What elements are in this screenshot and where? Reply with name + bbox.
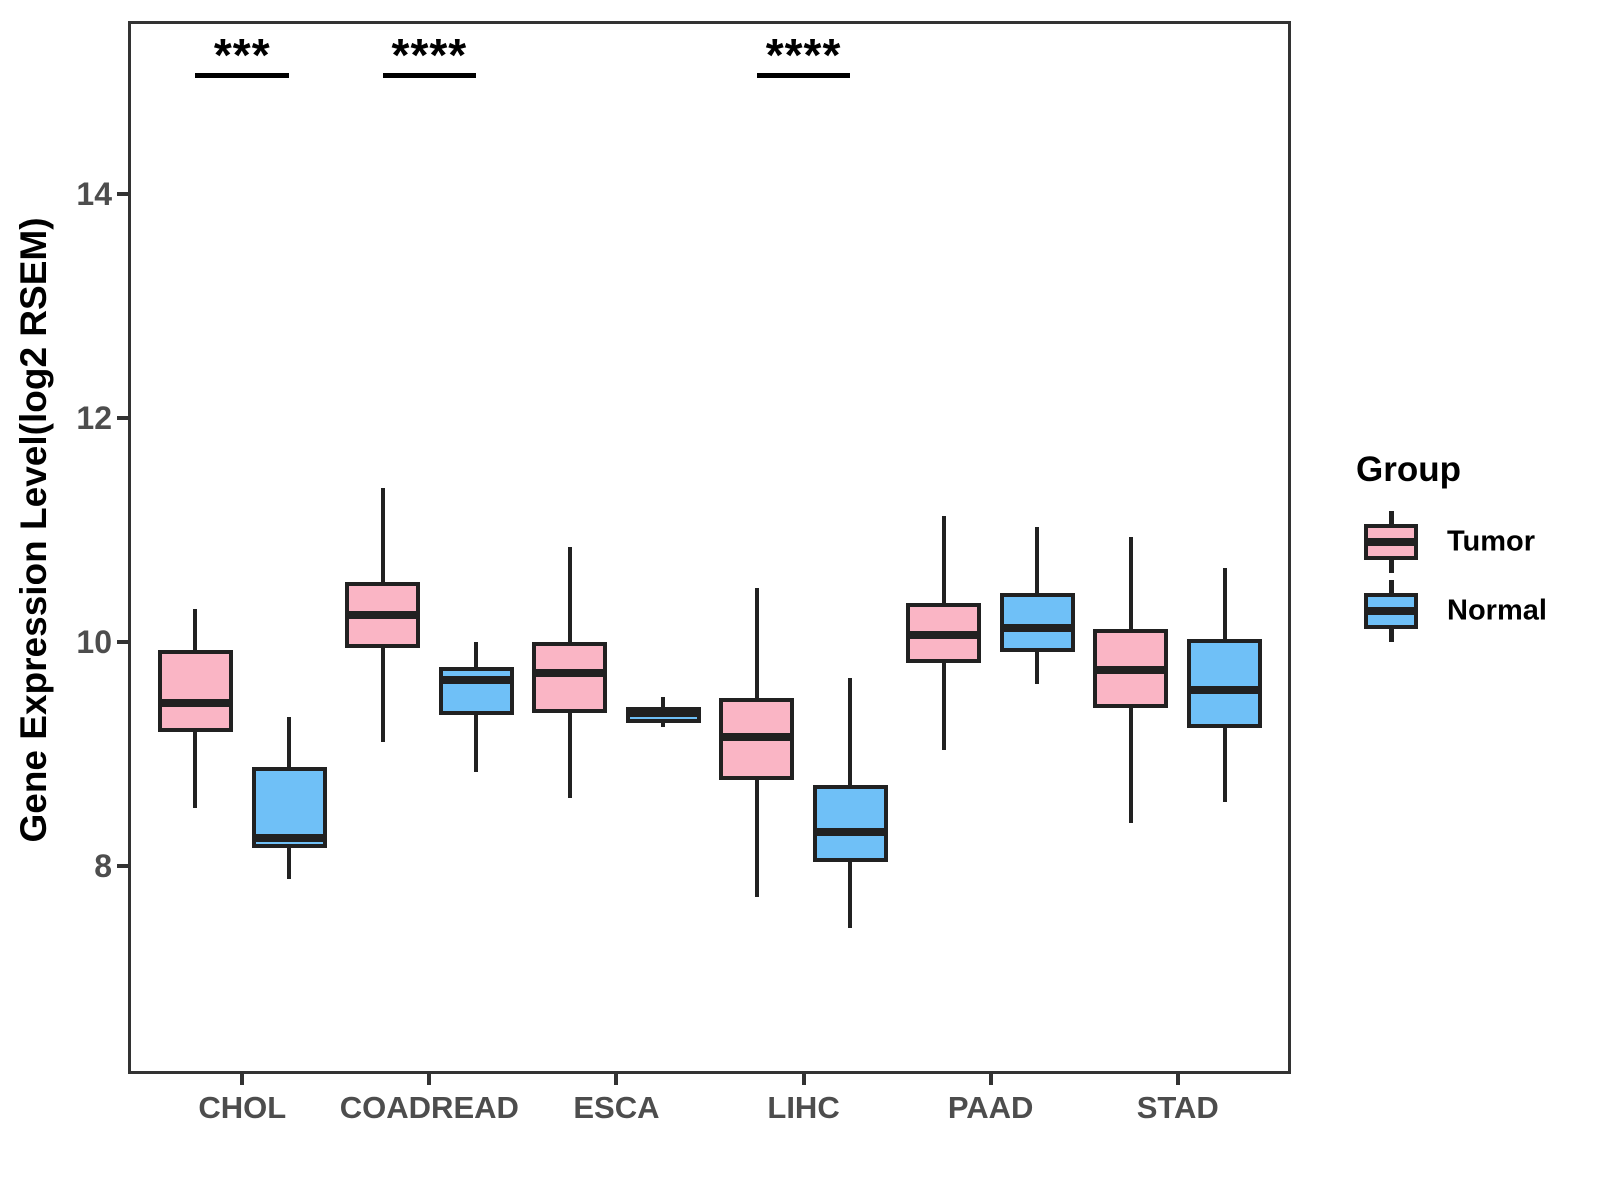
median-LIHC-Tumor xyxy=(722,733,792,742)
median-COADREAD-Normal xyxy=(441,676,511,685)
legend-key-median-tumor xyxy=(1367,538,1415,546)
median-LIHC-Normal xyxy=(815,828,885,837)
median-CHOL-Tumor xyxy=(160,698,230,707)
y-tick-mark xyxy=(117,416,130,421)
box-LIHC-Normal xyxy=(812,785,888,862)
x-tick-label: PAAD xyxy=(947,1090,1034,1125)
significance-stars-CHOL: *** xyxy=(213,29,271,81)
median-CHOL-Normal xyxy=(254,834,324,843)
box-STAD-Normal xyxy=(1187,638,1263,729)
median-COADREAD-Tumor xyxy=(348,611,418,620)
x-tick-label: CHOL xyxy=(198,1090,287,1125)
legend-label-normal: Normal xyxy=(1447,594,1547,627)
significance-stars-LIHC: **** xyxy=(765,29,842,81)
plot-panel-border xyxy=(128,21,1291,1074)
median-PAAD-Normal xyxy=(1002,623,1072,632)
x-tick-label: STAD xyxy=(1136,1090,1219,1125)
box-PAAD-Normal xyxy=(999,592,1075,653)
x-tick-label: COADREAD xyxy=(339,1090,519,1125)
significance-bar-COADREAD xyxy=(382,73,477,78)
x-tick-mark xyxy=(988,1072,993,1085)
y-tick-mark xyxy=(117,640,130,645)
x-tick-mark xyxy=(240,1072,245,1085)
legend-key-median-normal xyxy=(1367,607,1415,615)
x-tick-mark xyxy=(427,1072,432,1085)
median-STAD-Tumor xyxy=(1096,666,1166,675)
x-tick-mark xyxy=(801,1072,806,1085)
y-tick-label: 14 xyxy=(76,176,112,213)
y-tick-label: 12 xyxy=(76,400,112,437)
median-PAAD-Tumor xyxy=(909,631,979,640)
legend-title: Group xyxy=(1356,450,1461,489)
significance-stars-COADREAD: **** xyxy=(391,29,468,81)
y-tick-label: 8 xyxy=(94,848,112,884)
significance-bar-CHOL xyxy=(195,73,290,78)
median-ESCA-Normal xyxy=(628,708,698,717)
x-tick-label: LIHC xyxy=(767,1090,840,1125)
median-ESCA-Tumor xyxy=(535,669,605,678)
y-tick-mark xyxy=(117,192,130,197)
box-CHOL-Tumor xyxy=(157,649,233,732)
x-tick-mark xyxy=(1175,1072,1180,1085)
median-STAD-Normal xyxy=(1190,686,1260,695)
y-tick-mark xyxy=(117,864,130,868)
x-tick-label: ESCA xyxy=(573,1090,660,1125)
legend-label-tumor: Tumor xyxy=(1447,525,1536,558)
y-tick-label: 10 xyxy=(76,624,112,661)
x-tick-mark xyxy=(614,1072,619,1085)
significance-bar-LIHC xyxy=(756,73,851,78)
box-COADREAD-Normal xyxy=(438,666,514,715)
